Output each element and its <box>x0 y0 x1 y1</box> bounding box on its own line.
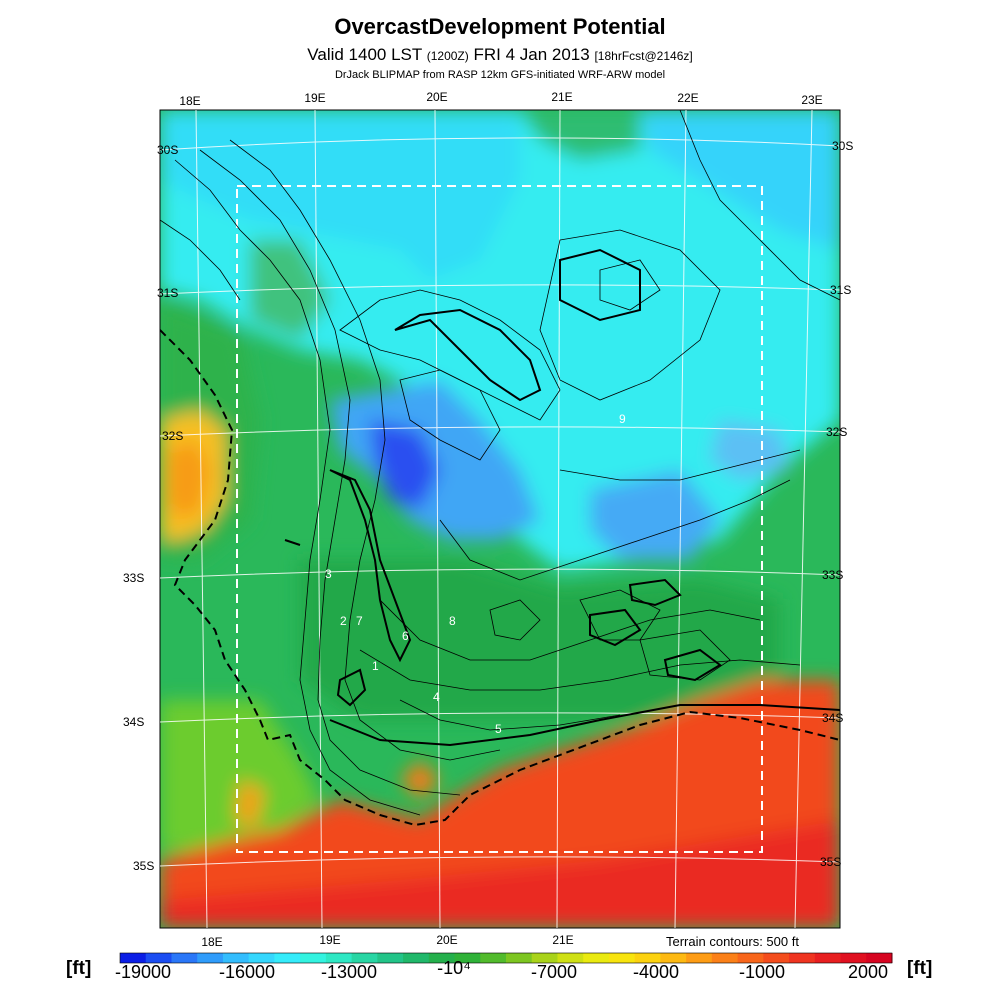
colorbar-swatch <box>840 953 867 963</box>
colorbar-swatch <box>506 953 533 963</box>
colorbar-swatch <box>686 953 713 963</box>
contour-number: 9 <box>619 412 626 426</box>
model-credit: DrJack BLIPMAP from RASP 12km GFS-initia… <box>334 69 666 81</box>
color-bar <box>119 952 893 964</box>
color-field <box>160 110 840 928</box>
valid-utc: (1200Z) <box>426 49 469 63</box>
colorbar-label: -13000 <box>320 962 378 982</box>
colorbar-swatch <box>480 953 507 963</box>
terrain-contours-note: Terrain contours: 500 ft <box>666 934 799 949</box>
contour-number: 3 <box>325 567 332 581</box>
colorbar-swatch <box>120 953 147 963</box>
contour-number: 4 <box>433 690 440 704</box>
lat-label-right: 32S <box>826 425 847 439</box>
colorbar-swatch <box>197 953 224 963</box>
colorbar-swatch <box>145 953 172 963</box>
colorbar-swatch <box>737 953 764 963</box>
colorbar-swatch <box>634 953 661 963</box>
graticule-labels: 18E 19E 20E 21E 22E 23E 18E 19E 20E 21E … <box>123 90 853 949</box>
colorbar-swatch <box>428 953 456 963</box>
lon-label-bottom: 21E <box>552 933 573 947</box>
colorbar-swatch <box>171 953 198 963</box>
colorbar-swatch <box>300 953 327 963</box>
contour-number: 8 <box>449 614 456 628</box>
colorbar-swatch <box>351 953 378 963</box>
lon-label-top: 22E <box>677 91 698 105</box>
lon-label-top: 19E <box>304 91 325 105</box>
lat-label-right: 31S <box>830 283 851 297</box>
contour-number: 1 <box>372 659 379 673</box>
colorbar-swatch <box>660 953 687 963</box>
lon-label-top: 23E <box>801 93 822 107</box>
map-frame <box>159 109 841 929</box>
lat-label-left: 31S <box>157 286 178 300</box>
colorbar-label: -7000 <box>530 962 578 982</box>
colorbar-label: 2000 <box>847 962 889 982</box>
colorbar-swatch <box>789 953 816 963</box>
colorbar-unit-right: [ft] <box>907 958 933 979</box>
colorbar-swatch <box>248 953 275 963</box>
forecast-info: [18hrFcst@2146z] <box>594 49 693 63</box>
colorbar-swatch <box>711 953 739 963</box>
lat-label-left: 35S <box>133 859 154 873</box>
lon-label-bottom: 20E <box>436 933 457 947</box>
colorbar-swatch <box>608 953 636 963</box>
contour-number-labels: 1 2 3 4 5 6 7 8 9 <box>325 412 626 736</box>
lat-label-right: 33S <box>822 568 843 582</box>
chart-title: OvercastDevelopment Potential <box>334 14 666 39</box>
inner-domain-box <box>236 185 763 853</box>
colorbar-swatch <box>222 953 250 963</box>
colorbar-label: -10⁴ <box>437 958 471 978</box>
contour-number: 5 <box>495 722 502 736</box>
lon-label-bottom: 19E <box>319 933 340 947</box>
coastline <box>160 329 840 827</box>
colorbar-swatch <box>403 953 430 963</box>
colorbar-label: -16000 <box>218 962 276 982</box>
valid-date: FRI 4 Jan 2013 <box>473 45 590 64</box>
lat-label-left: 30S <box>157 143 178 157</box>
colorbar-swatch <box>814 953 842 963</box>
lat-label-left: 33S <box>123 571 144 585</box>
valid-time-line: Valid 1400 LST (1200Z) FRI 4 Jan 2013 [1… <box>0 45 1000 65</box>
lat-label-left: 34S <box>123 715 144 729</box>
colorbar-swatch <box>557 953 584 963</box>
colorbar-swatch <box>274 953 301 963</box>
valid-prefix: Valid 1400 LST <box>307 45 422 64</box>
contour-number: 2 <box>340 614 347 628</box>
contour-number: 7 <box>356 614 363 628</box>
colorbar-label: -4000 <box>632 962 680 982</box>
contour-number: 6 <box>402 629 409 643</box>
colorbar-swatch <box>454 953 481 963</box>
lon-label-top: 20E <box>426 90 447 104</box>
lat-label-right: 30S <box>832 139 853 153</box>
lon-label-bottom: 18E <box>201 935 222 949</box>
major-terrain-contours <box>284 248 840 747</box>
lon-label-top: 21E <box>551 90 572 104</box>
colorbar-frame <box>119 952 893 964</box>
colorbar-swatch <box>377 953 404 963</box>
graticule <box>160 110 840 928</box>
lat-label-right: 35S <box>820 855 841 869</box>
colorbar-swatch <box>866 953 893 963</box>
colorbar-unit-left: [ft] <box>66 958 92 979</box>
colorbar-label: -1000 <box>738 962 786 982</box>
colorbar-swatch <box>583 953 610 963</box>
colorbar-swatch <box>531 953 558 963</box>
lat-label-left: 32S <box>162 429 183 443</box>
colorbar-label: -19000 <box>114 962 172 982</box>
colorbar-swatch <box>763 953 790 963</box>
colorbar-swatch <box>325 953 353 963</box>
lat-label-right: 34S <box>822 711 843 725</box>
lon-label-top: 18E <box>179 94 200 108</box>
